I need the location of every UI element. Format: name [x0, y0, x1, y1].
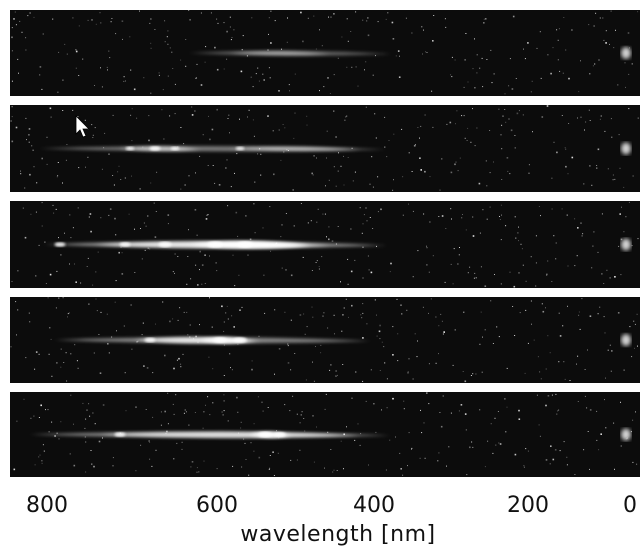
noise-speckles: [11, 10, 639, 95]
noise-speckles: [10, 105, 639, 191]
tick-label-200: 200: [507, 493, 549, 518]
spectrum-panel-3: [10, 201, 640, 288]
wavelength-axis: 800 600 400 200 0 wavelength [nm]: [26, 493, 637, 546]
spectrum-panel-4: [10, 297, 640, 383]
noise-speckles: [13, 392, 638, 476]
spectrum-panel-5: [10, 392, 640, 477]
spectrum-panel-1: [10, 10, 640, 96]
spectrum-streak: [190, 50, 390, 56]
tick-label-800: 800: [26, 493, 68, 518]
spectrum-panels: [10, 10, 640, 477]
axis-title: wavelength [nm]: [240, 522, 435, 546]
spectrum-panel-2: [10, 105, 640, 192]
noise-speckles: [10, 297, 638, 383]
tick-label-600: 600: [196, 493, 238, 518]
zero-order-spot: [621, 238, 631, 251]
zero-order-spot: [621, 142, 631, 155]
spectrum-streak: [40, 146, 385, 152]
zero-order-spot: [621, 428, 631, 441]
zero-order-spot: [621, 47, 631, 59]
mouse-pointer-icon: [75, 115, 90, 138]
zero-order-spot: [621, 334, 631, 346]
spectrum-streak: [55, 337, 370, 344]
tick-label-400: 400: [353, 493, 395, 518]
spectrum-streak: [30, 431, 390, 438]
spectrum-streak: [45, 241, 385, 249]
tick-label-0: 0: [623, 493, 637, 518]
